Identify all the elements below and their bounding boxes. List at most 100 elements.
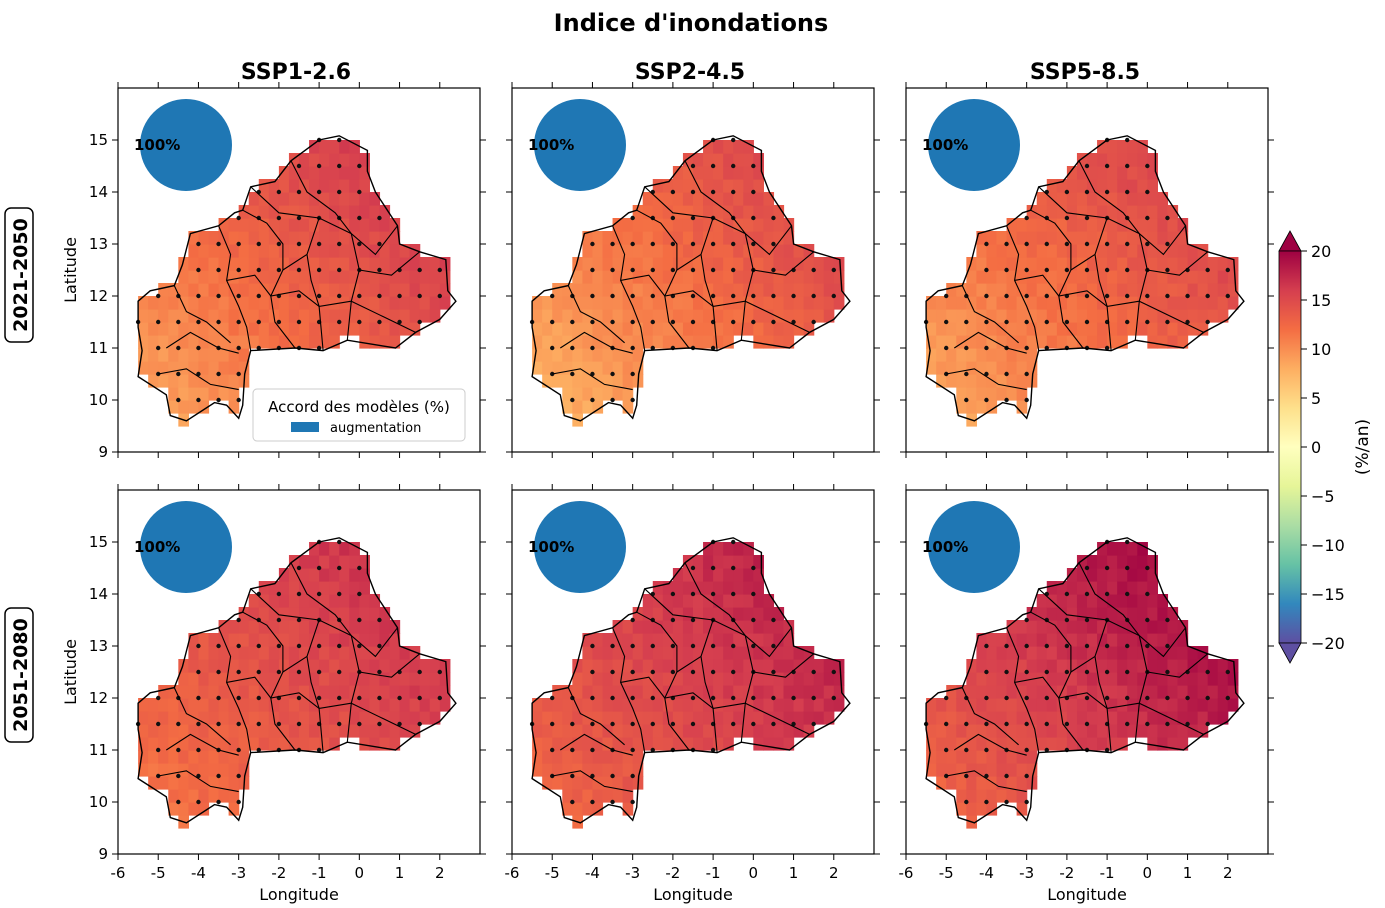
heatmap-cell xyxy=(1127,659,1138,673)
heatmap-cell xyxy=(532,348,543,362)
heatmap-cell xyxy=(723,711,734,725)
heatmap-cell xyxy=(278,724,290,738)
heatmap-cell xyxy=(986,231,998,245)
region-border xyxy=(745,702,810,735)
heatmap-cell xyxy=(1107,335,1118,349)
region-border xyxy=(567,687,625,746)
agreement-dot xyxy=(1165,695,1170,701)
heatmap-cell xyxy=(1016,711,1028,725)
region-border xyxy=(684,160,746,234)
colorbar-tick-label: 10 xyxy=(1311,340,1331,359)
heatmap-cell xyxy=(1036,607,1048,621)
heatmap-cell xyxy=(956,711,967,725)
heatmap-cell xyxy=(379,672,391,686)
heatmap-cell xyxy=(622,283,634,297)
heatmap-cell xyxy=(622,374,634,388)
heatmap-cell xyxy=(723,166,734,180)
heatmap-cell xyxy=(1006,361,1018,375)
agreement-dot xyxy=(1205,319,1210,325)
heatmap-cell xyxy=(1016,374,1028,388)
heatmap-cell xyxy=(1107,568,1118,582)
heatmap-cell xyxy=(572,789,583,803)
heatmap-cell xyxy=(1026,659,1038,673)
agreement-dot xyxy=(176,319,181,325)
heatmap-cell xyxy=(562,737,573,751)
heatmap-cell xyxy=(309,542,320,556)
heatmap-cell xyxy=(218,244,230,258)
agreement-dot xyxy=(1064,669,1070,675)
heatmap-cell xyxy=(996,257,1008,271)
heatmap-cell xyxy=(976,348,988,362)
heatmap-cell xyxy=(996,374,1008,388)
agreement-dot xyxy=(670,189,676,195)
agreement-dot xyxy=(236,215,241,221)
heatmap-cell xyxy=(672,568,684,582)
agreement-dot xyxy=(417,293,422,299)
agreement-dot xyxy=(296,695,302,701)
heatmap-cell xyxy=(228,789,240,803)
heatmap-cell xyxy=(208,659,220,673)
heatmap-cell xyxy=(379,296,391,310)
heatmap-cell xyxy=(753,270,764,284)
agreement-dot xyxy=(1064,617,1070,623)
heatmap-cell xyxy=(773,322,785,336)
agreement-dot xyxy=(944,345,949,351)
heatmap-cell xyxy=(1046,646,1058,660)
agreement-dot xyxy=(296,669,302,675)
heatmap-cell xyxy=(1157,672,1169,686)
heatmap-cell xyxy=(976,387,988,401)
heatmap-cell xyxy=(1167,309,1179,323)
heatmap-cell xyxy=(672,607,684,621)
heatmap-cell xyxy=(602,296,614,310)
heatmap-cell xyxy=(1056,633,1068,647)
heatmap-cell xyxy=(996,335,1008,349)
heatmap-cell xyxy=(733,205,744,219)
heatmap-cell xyxy=(552,750,563,764)
heatmap-cell xyxy=(1087,283,1098,297)
heatmap-cell xyxy=(713,270,724,284)
heatmap-cell xyxy=(178,737,189,751)
heatmap-cell xyxy=(1197,322,1209,336)
heatmap-cell xyxy=(652,218,664,232)
heatmap-cell xyxy=(1006,724,1018,738)
heatmap-cell xyxy=(389,698,401,712)
heatmap-cell xyxy=(632,620,644,634)
agreement-dot xyxy=(236,643,241,649)
heatmap-cell xyxy=(986,750,998,764)
heatmap-cell xyxy=(753,166,764,180)
agreement-dot xyxy=(236,773,241,779)
heatmap-cell xyxy=(1036,296,1048,310)
heatmap-cell xyxy=(1076,166,1088,180)
heatmap-cell xyxy=(1026,244,1038,258)
heatmap-cell xyxy=(1016,296,1028,310)
agreement-percent: 100% xyxy=(134,136,180,154)
heatmap-cell xyxy=(268,179,280,193)
heatmap-cell xyxy=(399,244,411,258)
heatmap-cell xyxy=(369,659,381,673)
heatmap-cell xyxy=(309,724,320,738)
agreement-dot xyxy=(1125,319,1130,325)
region-border xyxy=(1038,588,1186,658)
heatmap-cell xyxy=(268,296,280,310)
heatmap-cell xyxy=(188,672,200,686)
agreement-dot xyxy=(771,643,776,649)
heatmap-cell xyxy=(783,231,795,245)
heatmap-cell xyxy=(693,724,704,738)
heatmap-cell xyxy=(632,335,644,349)
heatmap-cell xyxy=(389,646,401,660)
heatmap-cell xyxy=(1157,309,1169,323)
agreement-pie xyxy=(928,99,1020,191)
heatmap-cell xyxy=(429,296,441,310)
heatmap-cell xyxy=(703,737,714,751)
agreement-dot xyxy=(1064,215,1070,221)
agreement-dot xyxy=(751,215,756,221)
heatmap-cell xyxy=(198,348,210,362)
heatmap-cell xyxy=(542,698,553,712)
heatmap-cell xyxy=(723,309,734,323)
heatmap-cell xyxy=(1127,633,1138,647)
heatmap-cell xyxy=(278,244,290,258)
heatmap-cell xyxy=(148,776,159,790)
agreement-dot xyxy=(417,319,422,325)
heatmap-cell xyxy=(1097,231,1108,245)
